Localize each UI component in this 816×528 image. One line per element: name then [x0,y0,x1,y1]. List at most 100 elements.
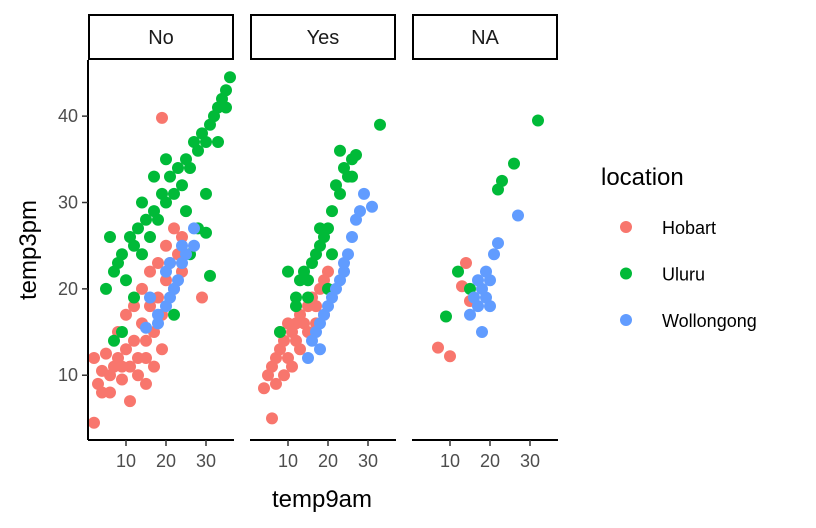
data-point [258,382,270,395]
data-point [100,282,112,295]
data-point [338,257,350,269]
data-point [100,347,112,360]
x-tick-label: 30 [520,451,540,471]
legend-label: Hobart [662,218,716,238]
data-point [160,239,172,252]
data-point [432,341,444,354]
data-point [444,350,456,363]
data-point [314,222,326,235]
facet-strip-label: No [148,27,174,49]
legend-key [620,267,632,280]
legend-title: location [601,164,684,191]
data-point [168,222,180,235]
data-point [116,360,128,373]
data-point [116,326,128,338]
data-point [160,196,172,209]
data-point [310,300,322,313]
data-point [374,118,386,131]
y-tick-label: 40 [58,106,78,126]
data-point [112,257,124,269]
y-tick-label: 10 [58,365,78,385]
data-point [168,187,180,200]
data-point [152,257,164,269]
data-point [224,71,236,84]
facet-strip-label: Yes [307,27,340,49]
data-point [350,149,362,161]
data-point [176,179,188,192]
data-point [302,352,314,364]
data-point [108,334,120,347]
series-wollongong [464,209,524,338]
data-point [144,300,156,313]
data-point [314,343,326,356]
data-point [136,248,148,261]
data-point [220,101,232,114]
data-point [274,326,286,338]
data-point [346,231,358,243]
data-point [120,308,132,321]
data-point [96,386,108,399]
x-tick-label: 20 [318,451,338,471]
data-point [366,200,378,213]
x-tick-label: 10 [116,451,136,471]
y-axis-title: temp3pm [15,200,42,300]
data-point [302,274,314,287]
legend-item-wollongong: Wollongong [620,311,757,331]
data-point [532,114,544,127]
legend: location Hobart Uluru Wollongong [601,164,757,331]
facet-strip [412,14,558,60]
data-point [266,412,278,425]
legend-key [620,314,632,326]
data-point [326,248,338,261]
data-point [152,213,164,226]
x-tick-label: 20 [480,451,500,471]
data-point [120,274,132,287]
data-point [282,317,294,330]
data-point [496,174,508,187]
data-point [140,321,152,334]
x-axis-title: temp9am [272,486,372,513]
data-point [172,162,184,174]
y-tick-label: 30 [58,193,78,213]
data-point [354,205,366,218]
data-point [270,377,282,390]
data-point [488,248,500,261]
data-point [338,265,350,278]
series-uluru [100,71,236,347]
facet-panel-yes: Yes 10 20 30 [250,14,396,471]
data-point [452,265,464,278]
facet-panel-no: No 10 20 30 10 20 30 40 [58,14,236,471]
data-point [484,274,496,287]
data-point [152,317,164,330]
data-point [128,291,140,304]
data-point [472,300,484,313]
data-point [88,416,100,429]
data-point [512,209,524,222]
data-point [192,144,204,157]
data-point [180,205,192,218]
data-point [460,257,472,269]
data-point [278,369,290,382]
data-point [140,377,152,390]
x-tick-label: 30 [358,451,378,471]
facet-panel-na: NA 10 20 30 [412,14,558,471]
data-point [136,282,148,295]
series-wollongong [302,187,378,364]
data-point [140,352,152,364]
facet-strip-label: NA [471,27,499,49]
data-point [476,326,488,338]
data-point [160,153,172,166]
data-point [140,334,152,347]
data-point [290,291,302,304]
data-point [440,310,452,323]
data-point [148,360,160,373]
data-point [196,291,208,304]
x-tick-label: 20 [156,451,176,471]
facet-strip [250,14,396,60]
data-point [208,110,220,123]
series-uluru [274,118,386,338]
data-point [152,308,164,321]
data-point [164,257,176,269]
data-point [480,291,492,304]
data-point [120,343,132,356]
